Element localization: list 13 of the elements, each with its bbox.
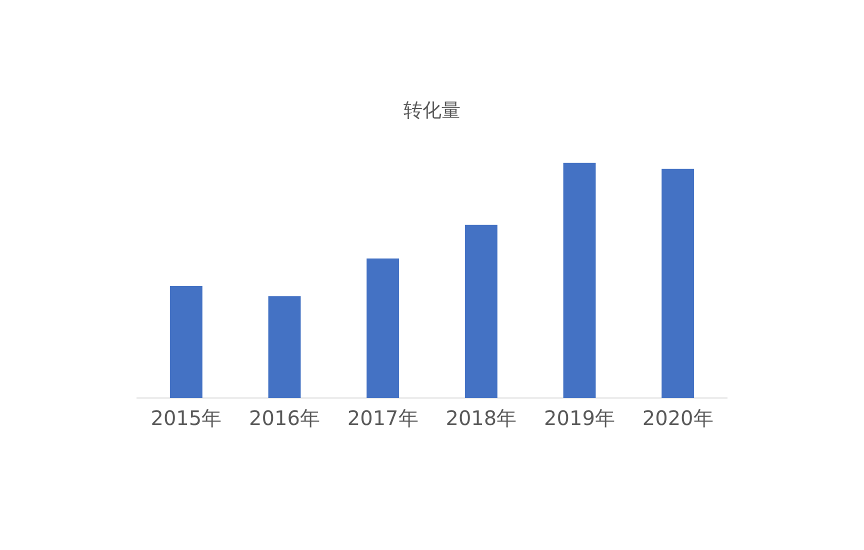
bar <box>366 258 400 398</box>
x-tick-label: 2015年 <box>150 406 222 430</box>
x-tick-label: 2017年 <box>347 406 418 430</box>
x-tick-label: 2019年 <box>544 406 615 430</box>
bar <box>268 296 301 398</box>
x-tick-label: 2020年 <box>642 406 714 430</box>
x-tick-label: 2018年 <box>446 406 517 430</box>
bar <box>464 224 498 398</box>
x-tick-label: 2016年 <box>249 406 320 430</box>
bar <box>170 286 202 398</box>
bar <box>662 168 694 398</box>
chart-title: 转化量 <box>404 99 460 122</box>
bar <box>563 162 596 398</box>
